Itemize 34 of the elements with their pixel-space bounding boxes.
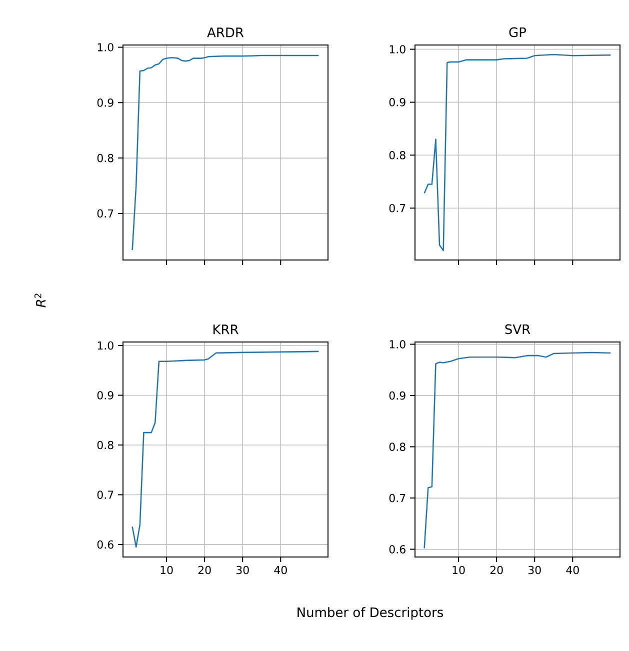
x-tick-label: 30: [528, 566, 541, 574]
chart-title: ARDR: [207, 28, 244, 38]
y-tick-label: 0.6: [389, 545, 406, 554]
x-tick-label: 10: [160, 566, 173, 574]
line-series: [424, 352, 612, 549]
line-series: [424, 54, 612, 252]
x-tick-label: 30: [236, 566, 249, 574]
x-tick-label: 20: [198, 566, 211, 574]
y-tick-label: 0.8: [389, 150, 406, 160]
y-tick-label: 0.9: [97, 391, 114, 400]
y-tick-label: 0.7: [389, 204, 406, 212]
y-tick-label: 0.7: [97, 209, 114, 218]
y-tick-label: 1.0: [98, 341, 114, 350]
y-tick-label: 0.7: [97, 490, 114, 499]
chart-title: SVR: [505, 324, 530, 334]
x-tick-label: 10: [452, 566, 465, 574]
y-tick-label: 0.9: [389, 391, 406, 400]
y-tick-label: 0.8: [389, 442, 406, 451]
y-tick-label: 0.9: [97, 98, 114, 107]
y-tick-label: 1.0: [98, 43, 114, 52]
x-tick-label: 40: [566, 566, 579, 574]
x-tick-label: 40: [274, 566, 287, 574]
chart-title: GP: [509, 27, 526, 38]
y-tick-label: 1.0: [390, 340, 406, 348]
y-axis-title: R$^{2}$: [34, 294, 46, 308]
chart-title: KRR: [213, 324, 238, 334]
y-tick-label: 0.9: [389, 98, 406, 106]
x-axis-title: Number of Descriptors: [298, 607, 444, 620]
y-tick-label: 0.8: [97, 154, 114, 162]
y-tick-label: 0.7: [389, 494, 406, 502]
y-tick-label: 0.8: [97, 440, 114, 450]
x-tick-label: 20: [490, 566, 503, 574]
y-tick-label: 1.0: [390, 45, 406, 54]
y-tick-label: 0.6: [97, 540, 114, 549]
